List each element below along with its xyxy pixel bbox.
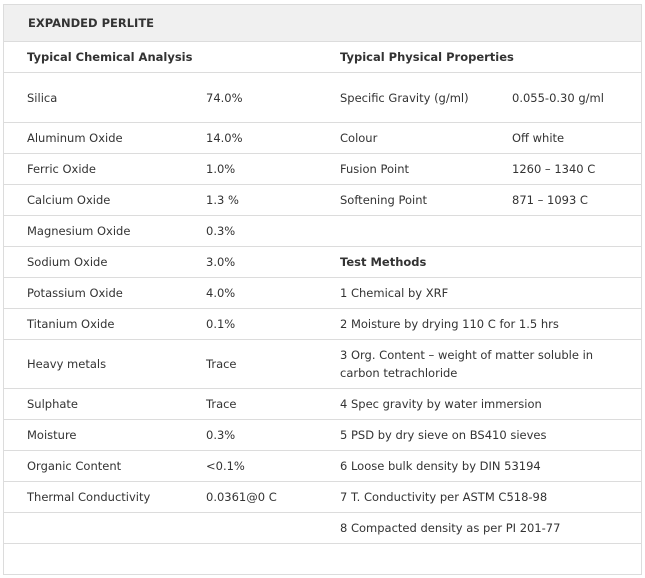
- chemical-name: Titanium Oxide: [27, 317, 115, 331]
- chemical-name: Ferric Oxide: [27, 162, 96, 176]
- chemical-name: Organic Content: [27, 459, 122, 473]
- chemical-value: <0.1%: [206, 459, 245, 473]
- chemical-value: 0.0361@0 C: [206, 490, 277, 504]
- chemical-value: 3.0%: [206, 255, 236, 269]
- chemical-name: Magnesium Oxide: [27, 224, 131, 238]
- test-method: 8 Compacted density as per PI 201-77: [340, 521, 561, 535]
- table-row: Thermal Conductivity 0.0361@0 C 7 T. Con…: [4, 482, 641, 513]
- property-value: Off white: [512, 131, 565, 145]
- property-value: 871 – 1093 C: [512, 193, 588, 207]
- test-method: 7 T. Conductivity per ASTM C518-98: [340, 490, 548, 504]
- chemical-name: Aluminum Oxide: [27, 131, 123, 145]
- table-title: EXPANDED PERLITE: [4, 5, 641, 42]
- chemical-value: 1.0%: [206, 162, 236, 176]
- chemical-value: Trace: [206, 397, 237, 411]
- chemical-name: Moisture: [27, 428, 77, 442]
- perlite-table: EXPANDED PERLITE Typical Chemical Analys…: [3, 4, 642, 575]
- property-name: Softening Point: [340, 193, 428, 207]
- chemical-name: Calcium Oxide: [27, 193, 111, 207]
- chemical-value: 0.3%: [206, 428, 236, 442]
- chemical-name: Thermal Conductivity: [27, 490, 151, 504]
- test-method: 5 PSD by dry sieve on BS410 sieves: [340, 428, 547, 442]
- chemical-name: Silica: [27, 90, 58, 105]
- chemical-value: 74.0%: [206, 90, 243, 105]
- property-name: Colour: [340, 131, 378, 145]
- property-value: 1260 – 1340 C: [512, 162, 596, 176]
- test-methods-header: Test Methods: [340, 255, 427, 269]
- table-row: Magnesium Oxide 0.3%: [4, 216, 641, 247]
- table-row: Moisture 0.3% 5 PSD by dry sieve on BS41…: [4, 420, 641, 451]
- chemical-name: Heavy metals: [27, 357, 107, 371]
- property-name: Specific Gravity (g/ml): [340, 90, 469, 105]
- test-method: 3 Org. Content – weight of matter solubl…: [340, 348, 594, 380]
- test-method: 6 Loose bulk density by DIN 53194: [340, 459, 541, 473]
- physical-properties-header: Typical Physical Properties: [340, 50, 514, 64]
- chemical-analysis-header: Typical Chemical Analysis: [27, 50, 193, 64]
- chemical-value: Trace: [206, 357, 237, 371]
- chemical-value: 14.0%: [206, 131, 243, 145]
- table-row: Aluminum Oxide 14.0% Colour Off white: [4, 123, 641, 154]
- table-row: Organic Content <0.1% 6 Loose bulk densi…: [4, 451, 641, 482]
- chemical-name: Sulphate: [27, 397, 79, 411]
- table-row: Sodium Oxide 3.0% Test Methods: [4, 247, 641, 278]
- chemical-value: 0.3%: [206, 224, 236, 238]
- test-method: 1 Chemical by XRF: [340, 286, 449, 300]
- table-row: Calcium Oxide 1.3 % Softening Point 871 …: [4, 185, 641, 216]
- test-method: 2 Moisture by drying 110 C for 1.5 hrs: [340, 317, 559, 331]
- table-row: Silica 74.0% Specific Gravity (g/ml) 0.0…: [4, 73, 641, 123]
- chemical-value: 0.1%: [206, 317, 236, 331]
- test-method: 4 Spec gravity by water immersion: [340, 397, 542, 411]
- table-row: Sulphate Trace 4 Spec gravity by water i…: [4, 389, 641, 420]
- table-row: Titanium Oxide 0.1% 2 Moisture by drying…: [4, 309, 641, 340]
- chemical-name: Potassium Oxide: [27, 286, 123, 300]
- chemical-value: 1.3 %: [206, 193, 239, 207]
- table-row: 8 Compacted density as per PI 201-77: [4, 513, 641, 544]
- property-name: Fusion Point: [340, 162, 409, 176]
- table-row: Ferric Oxide 1.0% Fusion Point 1260 – 13…: [4, 154, 641, 185]
- table-row: Heavy metals Trace 3 Org. Content – weig…: [4, 340, 641, 389]
- table-row: Potassium Oxide 4.0% 1 Chemical by XRF: [4, 278, 641, 309]
- property-value: 0.055-0.30 g/ml: [512, 90, 604, 105]
- chemical-value: 4.0%: [206, 286, 236, 300]
- chemical-name: Sodium Oxide: [27, 255, 108, 269]
- header-row: Typical Chemical Analysis Typical Physic…: [4, 42, 641, 73]
